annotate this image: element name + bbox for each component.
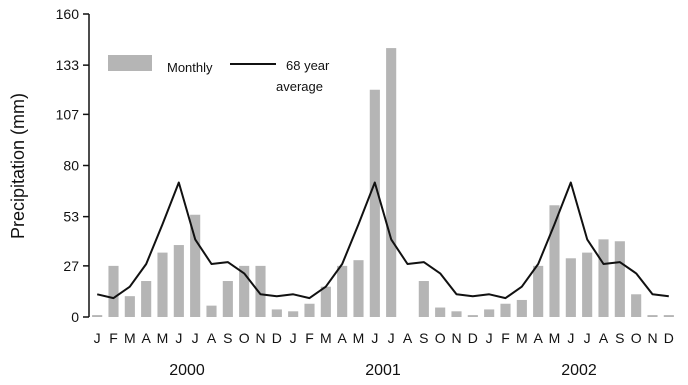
monthly-bar: [484, 309, 495, 317]
month-label: O: [435, 330, 446, 346]
month-label: D: [468, 330, 478, 346]
monthly-bar: [320, 286, 331, 317]
monthly-bar: [304, 303, 315, 317]
month-label: N: [255, 330, 265, 346]
monthly-bar: [157, 252, 168, 317]
monthly-bar: [173, 245, 184, 317]
month-label: M: [549, 330, 561, 346]
monthly-bar: [271, 309, 282, 317]
month-label: J: [584, 330, 591, 346]
monthly-bar: [614, 241, 625, 317]
y-tick-label: 53: [63, 209, 79, 225]
monthly-bar: [255, 265, 266, 317]
monthly-bar: [222, 281, 233, 317]
monthly-bar: [533, 265, 544, 317]
month-label: J: [388, 330, 395, 346]
monthly-bar: [337, 265, 348, 317]
month-label: F: [501, 330, 510, 346]
y-tick-label: 160: [56, 6, 80, 22]
month-label: M: [124, 330, 136, 346]
monthly-bar: [124, 296, 135, 317]
monthly-bar: [582, 252, 593, 317]
monthly-bar: [386, 48, 397, 318]
month-label: J: [486, 330, 493, 346]
monthly-bar: [500, 303, 511, 317]
month-label: J: [567, 330, 574, 346]
y-tick-label: 0: [71, 309, 79, 325]
month-label: J: [175, 330, 182, 346]
month-label: M: [516, 330, 528, 346]
y-tick-label: 133: [56, 57, 80, 73]
month-label: A: [533, 330, 543, 346]
monthly-bar: [239, 265, 250, 317]
monthly-bar: [631, 294, 642, 317]
average-line: [96, 181, 669, 300]
monthly-bar: [108, 265, 119, 317]
month-label: O: [239, 330, 250, 346]
month-label: J: [94, 330, 101, 346]
monthly-bar: [467, 315, 478, 317]
monthly-bar: [190, 214, 201, 317]
monthly-bar: [141, 281, 152, 317]
month-label: M: [320, 330, 332, 346]
month-label: A: [403, 330, 413, 346]
legend: Monthly 68 year average: [108, 55, 330, 94]
month-label: F: [109, 330, 118, 346]
month-label: M: [353, 330, 365, 346]
monthly-bar: [418, 281, 429, 317]
month-label: A: [599, 330, 609, 346]
month-label: D: [664, 330, 674, 346]
legend-average-label-2: average: [276, 79, 323, 94]
monthly-bar: [549, 205, 560, 317]
month-label: A: [141, 330, 151, 346]
year-label: 2001: [365, 362, 401, 379]
monthly-bar: [206, 305, 217, 317]
month-label: J: [290, 330, 297, 346]
monthly-bar: [598, 239, 609, 317]
month-label: A: [207, 330, 217, 346]
legend-average-label-1: 68 year: [286, 58, 330, 73]
month-label: J: [192, 330, 199, 346]
monthly-bar: [288, 311, 299, 317]
monthly-bar: [565, 258, 576, 317]
year-label: 2000: [169, 362, 205, 379]
month-label: F: [305, 330, 314, 346]
monthly-bar: [451, 311, 462, 317]
monthly-bar: [369, 89, 380, 317]
y-tick-label: 107: [56, 106, 80, 122]
month-label: N: [647, 330, 657, 346]
monthly-bar: [353, 260, 364, 317]
month-label: N: [451, 330, 461, 346]
month-label: D: [272, 330, 282, 346]
legend-bar-swatch: [108, 55, 152, 71]
monthly-bar: [516, 299, 527, 317]
legend-monthly-label: Monthly: [167, 60, 213, 75]
y-tick-label: 80: [63, 158, 79, 174]
monthly-bar: [647, 315, 658, 317]
year-label: 2002: [561, 362, 597, 379]
month-label: A: [337, 330, 347, 346]
month-label: J: [371, 330, 378, 346]
month-label: O: [631, 330, 642, 346]
monthly-bar: [435, 307, 446, 317]
month-label: M: [157, 330, 169, 346]
y-axis-title: Precipitation (mm): [8, 93, 28, 239]
monthly-bar: [663, 315, 674, 317]
y-tick-label: 27: [63, 258, 79, 274]
month-label: S: [615, 330, 624, 346]
monthly-bar: [92, 315, 103, 317]
month-label: S: [223, 330, 232, 346]
month-label: S: [419, 330, 428, 346]
